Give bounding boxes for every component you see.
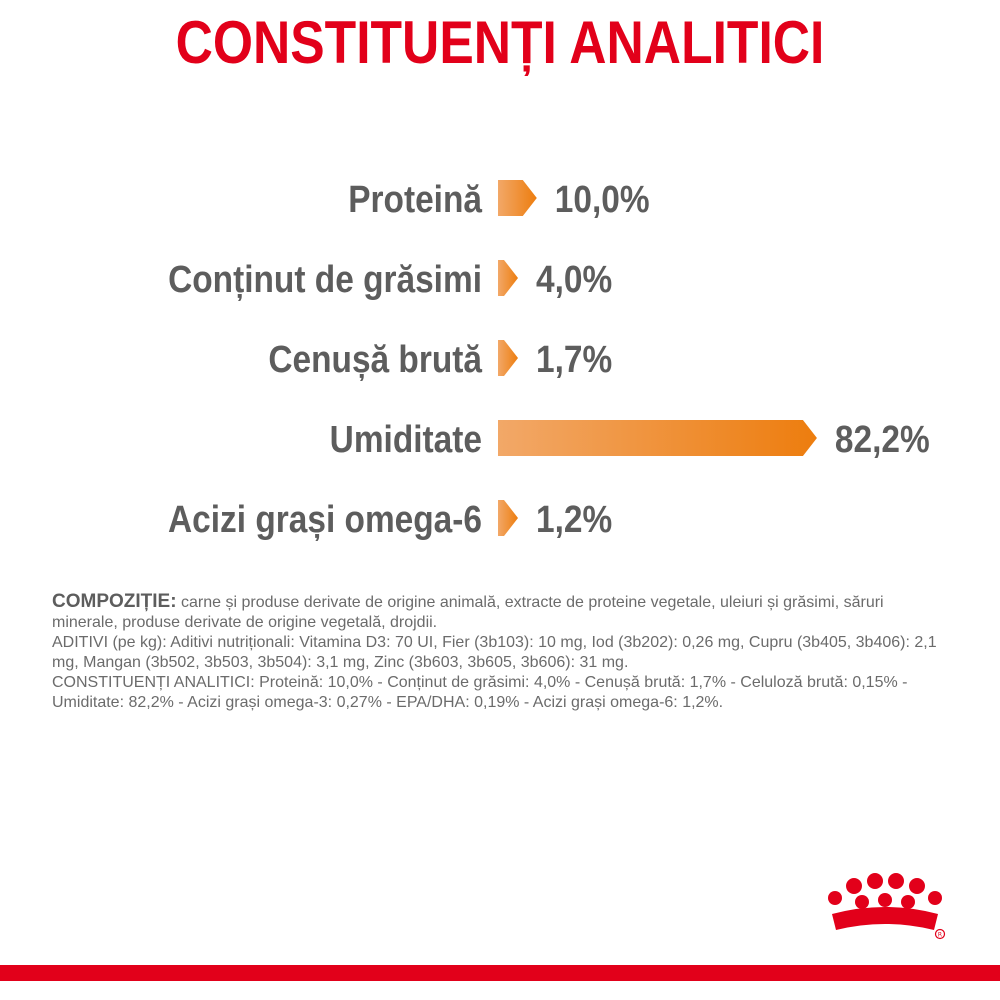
composition-ingredients: COMPOZIȚIE: carne și produse derivate de… (52, 592, 952, 633)
value-label: 1,2% (536, 498, 612, 540)
bar (498, 180, 537, 216)
bar (498, 260, 518, 296)
svg-text:R: R (938, 932, 942, 939)
value-label: 1,7% (536, 338, 612, 380)
composition-heading: COMPOZIȚIE: (52, 591, 177, 612)
composition-additives: ADITIVI (pe kg): Aditivi nutriționali: V… (52, 634, 937, 671)
value-label: 82,2% (835, 418, 930, 460)
category-label: Acizi grași omega-6 (168, 498, 482, 540)
bar (498, 500, 518, 536)
nutrient-bar-chart: Proteină 10,0% Conținut de grăsimi 4,0% Cenu… (168, 178, 930, 540)
value-label: 4,0% (536, 258, 612, 300)
category-label: Cenușă brută (268, 338, 483, 380)
value-label: 10,0% (555, 178, 650, 220)
category-label: Proteină (348, 178, 483, 220)
bar (498, 340, 518, 376)
composition-block: COMPOZIȚIE: carne și produse derivate de… (52, 592, 952, 713)
composition-ingredients-text: carne și produse derivate de origine ani… (52, 594, 884, 631)
page-title: CONSTITUENȚI ANALITICI (175, 9, 825, 76)
composition-analytical: CONSTITUENȚI ANALITICI: Proteină: 10,0% … (52, 674, 908, 711)
bar (498, 420, 817, 456)
category-label: Umiditate (330, 418, 482, 460)
category-label: Conținut de grăsimi (168, 258, 482, 300)
royal-canin-crown-icon: R (828, 873, 946, 940)
bottom-brand-band (0, 965, 1000, 981)
